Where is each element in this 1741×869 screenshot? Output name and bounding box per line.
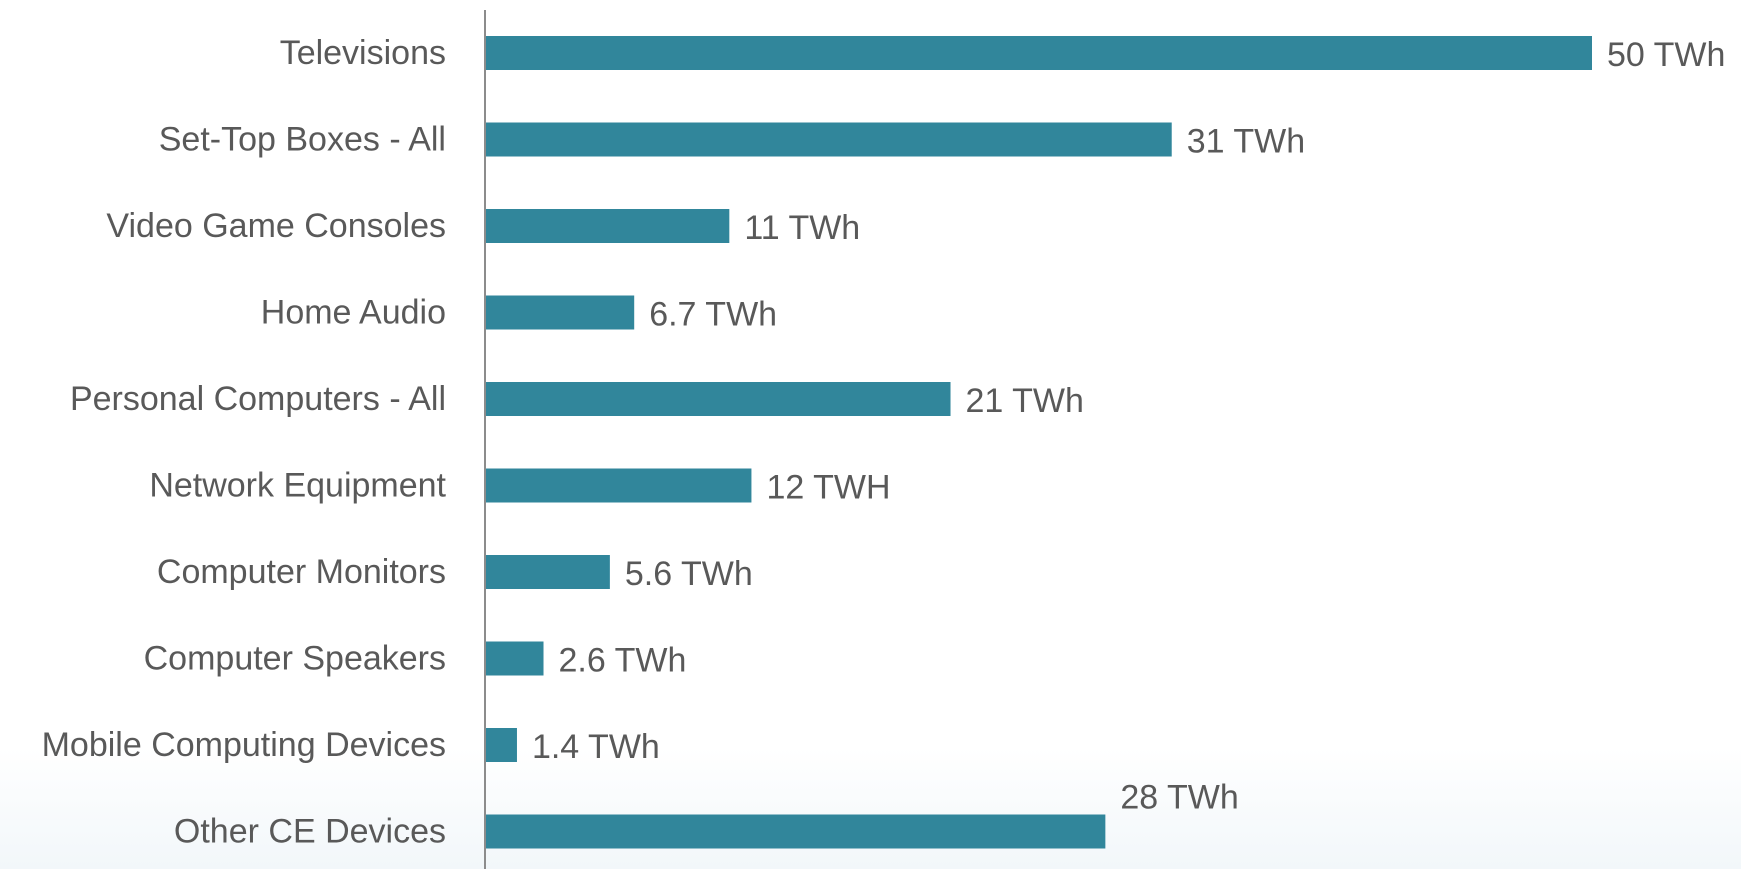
value-label-televisions: 50 TWh: [1607, 36, 1725, 74]
category-label-televisions: Televisions: [280, 34, 446, 72]
category-label-mobile-computing-devices: Mobile Computing Devices: [42, 726, 446, 764]
bar-other-ce-devices: [486, 814, 1106, 849]
bar-televisions: [486, 36, 1592, 70]
category-label-network-equipment: Network Equipment: [149, 467, 446, 505]
bar-mobile-computing-devices: [486, 728, 517, 762]
value-label-mobile-computing-devices: 1.4 TWh: [532, 728, 660, 766]
bar-home-audio: [486, 295, 635, 330]
value-label-network-equipment: 12 TWH: [766, 469, 890, 507]
category-label-set-top-boxes-all: Set-Top Boxes - All: [159, 121, 446, 159]
value-labels-group: 50 TWh 31 TWh 11 TWh 6.7 TWh 21 TWh 12 TWH 5.6…: [532, 36, 1725, 817]
value-label-home-audio: 6.7 TWh: [649, 296, 777, 334]
bar-set-top-boxes-all: [486, 122, 1172, 157]
value-label-set-top-boxes-all: 31 TWh: [1187, 123, 1305, 161]
value-label-other-ce-devices: 28 TWh: [1120, 779, 1238, 817]
category-label-computer-monitors: Computer Monitors: [157, 553, 446, 591]
category-label-home-audio: Home Audio: [261, 294, 446, 332]
category-label-other-ce-devices: Other CE Devices: [174, 813, 446, 851]
bar-personal-computers-all: [486, 382, 951, 416]
bar-computer-monitors: [486, 555, 610, 589]
bar-video-game-consoles: [486, 209, 730, 243]
value-label-personal-computers-all: 21 TWh: [966, 382, 1084, 420]
category-label-personal-computers-all: Personal Computers - All: [70, 380, 446, 418]
category-label-video-game-consoles: Video Game Consoles: [106, 207, 446, 245]
category-label-computer-speakers: Computer Speakers: [144, 640, 446, 678]
value-label-computer-monitors: 5.6 TWh: [625, 555, 753, 593]
value-label-computer-speakers: 2.6 TWh: [559, 642, 687, 680]
bar-computer-speakers: [486, 641, 544, 676]
bars-group: [486, 36, 1592, 849]
category-labels-group: Televisions Set-Top Boxes - All Video Game…: [42, 34, 447, 851]
bar-network-equipment: [486, 468, 752, 503]
value-label-video-game-consoles: 11 TWh: [744, 209, 860, 247]
